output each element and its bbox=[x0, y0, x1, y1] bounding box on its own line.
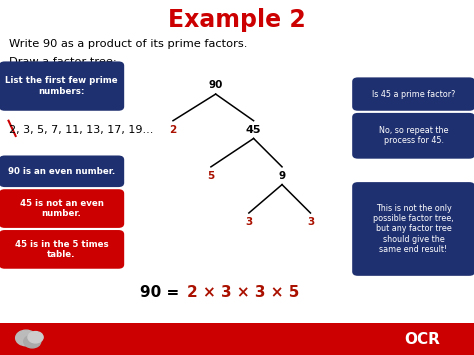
Text: 90 =: 90 = bbox=[140, 285, 184, 300]
Text: Example 2: Example 2 bbox=[168, 7, 306, 32]
Text: Draw a factor tree:: Draw a factor tree: bbox=[9, 57, 117, 67]
Circle shape bbox=[16, 330, 36, 346]
Circle shape bbox=[24, 335, 41, 348]
Circle shape bbox=[28, 332, 43, 343]
Text: 45 is not an even
number.: 45 is not an even number. bbox=[20, 199, 103, 218]
Text: 3: 3 bbox=[245, 217, 253, 227]
FancyBboxPatch shape bbox=[0, 61, 124, 111]
Text: 45 is in the 5 times
table.: 45 is in the 5 times table. bbox=[15, 240, 109, 259]
Text: 2, 3, 5, 7, 11, 13, 17, 19...: 2, 3, 5, 7, 11, 13, 17, 19... bbox=[9, 125, 154, 135]
Text: 2: 2 bbox=[169, 125, 177, 135]
Text: Is 45 a prime factor?: Is 45 a prime factor? bbox=[372, 89, 455, 99]
Text: 9: 9 bbox=[278, 171, 286, 181]
Text: 2 × 3 × 3 × 5: 2 × 3 × 3 × 5 bbox=[187, 285, 300, 300]
Text: 90 is an even number.: 90 is an even number. bbox=[8, 167, 115, 176]
Text: 3: 3 bbox=[307, 217, 314, 227]
FancyBboxPatch shape bbox=[0, 323, 474, 355]
Text: OCR: OCR bbox=[404, 332, 440, 346]
FancyBboxPatch shape bbox=[352, 77, 474, 111]
Text: This is not the only
possible factor tree,
but any factor tree
should give the
s: This is not the only possible factor tre… bbox=[373, 204, 454, 254]
Text: Write 90 as a product of its prime factors.: Write 90 as a product of its prime facto… bbox=[9, 39, 248, 49]
FancyBboxPatch shape bbox=[352, 113, 474, 159]
FancyBboxPatch shape bbox=[0, 189, 124, 228]
FancyBboxPatch shape bbox=[0, 155, 124, 187]
Text: No, so repeat the
process for 45.: No, so repeat the process for 45. bbox=[379, 126, 448, 146]
Text: List the first few prime
numbers:: List the first few prime numbers: bbox=[5, 76, 118, 96]
Text: 45: 45 bbox=[246, 125, 261, 135]
Text: 90: 90 bbox=[209, 80, 223, 90]
FancyBboxPatch shape bbox=[0, 230, 124, 269]
Text: 5: 5 bbox=[207, 171, 215, 181]
FancyBboxPatch shape bbox=[352, 182, 474, 276]
